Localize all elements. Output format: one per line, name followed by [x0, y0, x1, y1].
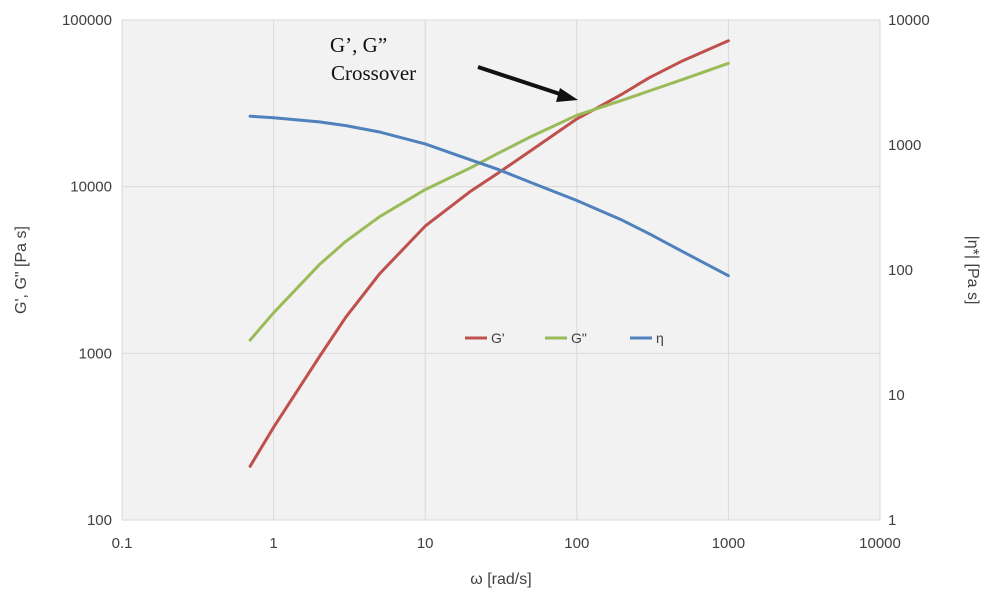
legend-label: G"	[571, 330, 587, 346]
x-tick-label: 1000	[712, 535, 745, 552]
annotation-line-1: G’, G”	[330, 33, 387, 57]
legend-label: η	[656, 330, 664, 346]
y2-tick-label: 10000	[888, 12, 930, 29]
x-axis-title: ω [rad/s]	[470, 571, 531, 588]
y2-tick-label: 1	[888, 512, 896, 529]
series-line	[248, 39, 730, 468]
annotation-arrow-shaft	[477, 65, 567, 98]
legend-label: G'	[491, 330, 505, 346]
y-tick-label: 10000	[70, 179, 112, 196]
y-tick-label: 1000	[79, 345, 112, 362]
x-tick-label: 100	[564, 535, 589, 552]
x-tick-label: 10	[417, 535, 434, 552]
annotation-line-2: Crossover	[331, 61, 416, 85]
y-tick-label: 100000	[62, 12, 112, 29]
plot-area	[122, 20, 880, 520]
tick-labels: 0.1 1 10 100 1000 10000 100 1000 10000 100000 1 10 1…	[62, 12, 930, 552]
y2-tick-label: 1000	[888, 137, 921, 154]
y2-axis-title: |η*| [Pa s]	[964, 236, 981, 305]
grid-lines	[121, 19, 881, 521]
annotation-arrow-head	[556, 88, 578, 102]
legend: G' G" η	[465, 330, 664, 346]
y-tick-label: 100	[87, 512, 112, 529]
crossover-annotation: G’, G” Crossover	[330, 33, 578, 102]
series-line	[248, 61, 730, 342]
y2-tick-label: 10	[888, 387, 905, 404]
x-tick-label: 10000	[859, 535, 901, 552]
x-tick-label: 0.1	[112, 535, 133, 552]
y-axis-title: G', G" [Pa s]	[13, 226, 30, 314]
series-lines	[248, 39, 730, 468]
x-tick-label: 1	[269, 535, 277, 552]
series-line	[248, 114, 730, 278]
y2-tick-label: 100	[888, 262, 913, 279]
